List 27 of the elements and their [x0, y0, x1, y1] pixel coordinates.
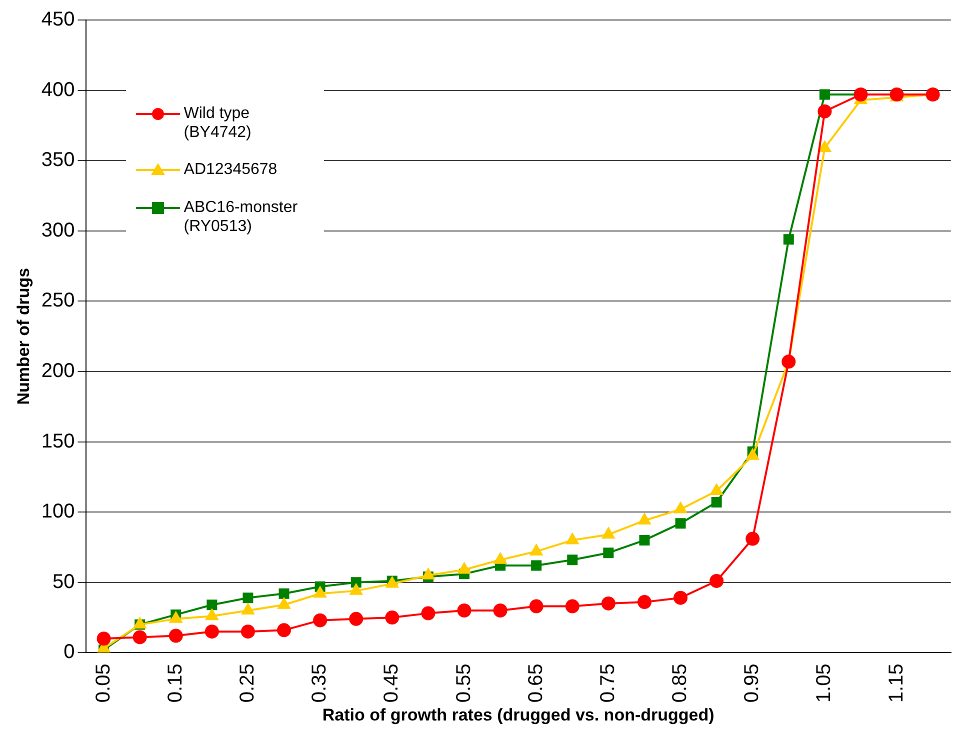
x-tick-label: 0.05 — [92, 664, 114, 703]
x-tick-label: 0.55 — [452, 664, 475, 703]
x-tick-label: 0.85 — [669, 664, 692, 703]
y-tick-label: 150 — [41, 430, 75, 452]
y-tick-label: 400 — [41, 78, 75, 101]
y-axis-title: Number of drugs — [14, 268, 33, 405]
x-tick-label: 0.75 — [596, 664, 619, 703]
x-tick-label: 0.65 — [524, 664, 547, 703]
x-tick-label: 1.05 — [813, 664, 836, 703]
x-tick-label: 0.35 — [308, 664, 331, 703]
x-tick-label: 0.95 — [741, 664, 764, 703]
x-tick-label: 0.15 — [164, 664, 186, 703]
y-tick-label: 450 — [41, 8, 75, 31]
y-tick-label: 350 — [41, 149, 75, 172]
x-tick-label: 0.25 — [236, 664, 258, 703]
y-tick-label: 200 — [41, 360, 75, 382]
x-axis-title: Ratio of growth rates (drugged vs. non-drugged) — [322, 705, 714, 724]
y-tick-label: 50 — [52, 570, 75, 593]
x-tick-label: 0.45 — [380, 664, 403, 703]
y-tick-label: 300 — [41, 219, 75, 242]
y-tick-label: 250 — [41, 290, 75, 312]
y-tick-label: 0 — [64, 641, 75, 664]
legend-label: Wild type (BY4742) — [184, 104, 252, 142]
y-tick-label: 100 — [41, 500, 75, 523]
legend-label: ABC16-monster (RY0513) — [184, 198, 299, 236]
legend-label: AD12345678 — [184, 160, 278, 179]
x-tick-label: 1.15 — [885, 664, 908, 703]
